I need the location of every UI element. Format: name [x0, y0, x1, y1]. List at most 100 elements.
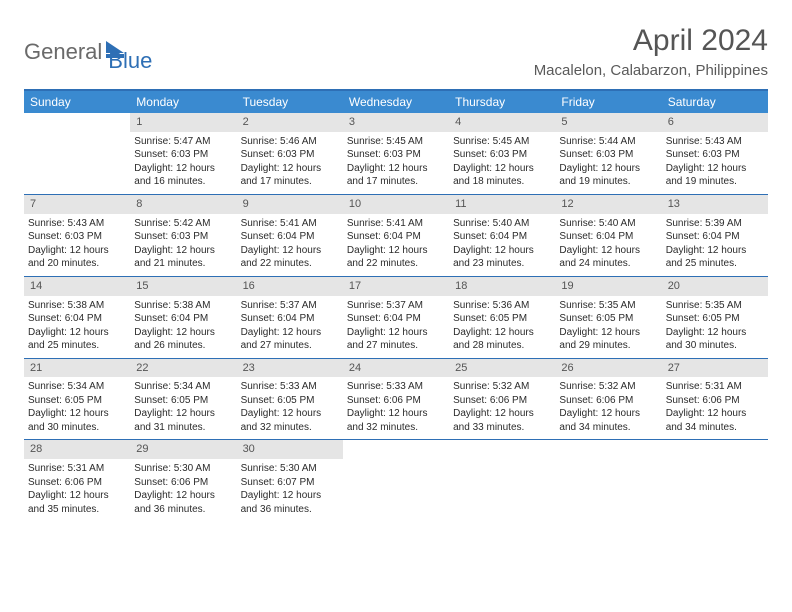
brand-part1: General [24, 39, 102, 65]
day-cell: 29Sunrise: 5:30 AMSunset: 6:06 PMDayligh… [130, 440, 236, 521]
day-number: 10 [343, 195, 449, 214]
daylight-text: Daylight: 12 hours and 28 minutes. [453, 326, 551, 353]
day-number: 3 [343, 113, 449, 132]
daylight-text: Daylight: 12 hours and 18 minutes. [453, 162, 551, 189]
day-body: Sunrise: 5:33 AMSunset: 6:06 PMDaylight:… [343, 377, 449, 439]
daylight-text: Daylight: 12 hours and 26 minutes. [134, 326, 232, 353]
day-body: Sunrise: 5:46 AMSunset: 6:03 PMDaylight:… [237, 132, 343, 194]
day-cell: 15Sunrise: 5:38 AMSunset: 6:04 PMDayligh… [130, 277, 236, 358]
weekday-header: Sunday [24, 91, 130, 113]
week-row: 21Sunrise: 5:34 AMSunset: 6:05 PMDayligh… [24, 359, 768, 441]
day-cell: 20Sunrise: 5:35 AMSunset: 6:05 PMDayligh… [662, 277, 768, 358]
sunrise-text: Sunrise: 5:30 AM [134, 462, 232, 476]
week-row: 1Sunrise: 5:47 AMSunset: 6:03 PMDaylight… [24, 113, 768, 195]
day-body: Sunrise: 5:41 AMSunset: 6:04 PMDaylight:… [237, 214, 343, 276]
daylight-text: Daylight: 12 hours and 21 minutes. [134, 244, 232, 271]
sunrise-text: Sunrise: 5:34 AM [28, 380, 126, 394]
day-body: Sunrise: 5:32 AMSunset: 6:06 PMDaylight:… [449, 377, 555, 439]
day-number: 11 [449, 195, 555, 214]
sunset-text: Sunset: 6:04 PM [241, 230, 339, 244]
day-cell: 27Sunrise: 5:31 AMSunset: 6:06 PMDayligh… [662, 359, 768, 440]
day-number: 17 [343, 277, 449, 296]
day-body: Sunrise: 5:33 AMSunset: 6:05 PMDaylight:… [237, 377, 343, 439]
sunset-text: Sunset: 6:04 PM [28, 312, 126, 326]
weekday-header: Friday [555, 91, 661, 113]
day-body: Sunrise: 5:35 AMSunset: 6:05 PMDaylight:… [555, 296, 661, 358]
day-number: 8 [130, 195, 236, 214]
daylight-text: Daylight: 12 hours and 24 minutes. [559, 244, 657, 271]
sunrise-text: Sunrise: 5:40 AM [453, 217, 551, 231]
daylight-text: Daylight: 12 hours and 19 minutes. [559, 162, 657, 189]
day-cell: 13Sunrise: 5:39 AMSunset: 6:04 PMDayligh… [662, 195, 768, 276]
sunset-text: Sunset: 6:05 PM [241, 394, 339, 408]
calendar: SundayMondayTuesdayWednesdayThursdayFrid… [24, 89, 768, 521]
sunset-text: Sunset: 6:05 PM [28, 394, 126, 408]
day-body: Sunrise: 5:30 AMSunset: 6:06 PMDaylight:… [130, 459, 236, 521]
daylight-text: Daylight: 12 hours and 16 minutes. [134, 162, 232, 189]
sunset-text: Sunset: 6:04 PM [347, 312, 445, 326]
daylight-text: Daylight: 12 hours and 30 minutes. [28, 407, 126, 434]
day-number: 5 [555, 113, 661, 132]
weekday-header: Monday [130, 91, 236, 113]
sunset-text: Sunset: 6:06 PM [347, 394, 445, 408]
sunrise-text: Sunrise: 5:37 AM [347, 299, 445, 313]
day-number: 13 [662, 195, 768, 214]
day-number: 22 [130, 359, 236, 378]
day-cell: 21Sunrise: 5:34 AMSunset: 6:05 PMDayligh… [24, 359, 130, 440]
sunrise-text: Sunrise: 5:41 AM [347, 217, 445, 231]
week-row: 28Sunrise: 5:31 AMSunset: 6:06 PMDayligh… [24, 440, 768, 521]
sunset-text: Sunset: 6:06 PM [28, 476, 126, 490]
sunset-text: Sunset: 6:06 PM [134, 476, 232, 490]
sunrise-text: Sunrise: 5:42 AM [134, 217, 232, 231]
day-body: Sunrise: 5:30 AMSunset: 6:07 PMDaylight:… [237, 459, 343, 521]
sunset-text: Sunset: 6:03 PM [666, 148, 764, 162]
week-row: 7Sunrise: 5:43 AMSunset: 6:03 PMDaylight… [24, 195, 768, 277]
sunrise-text: Sunrise: 5:40 AM [559, 217, 657, 231]
sunrise-text: Sunrise: 5:47 AM [134, 135, 232, 149]
daylight-text: Daylight: 12 hours and 32 minutes. [347, 407, 445, 434]
day-cell: 25Sunrise: 5:32 AMSunset: 6:06 PMDayligh… [449, 359, 555, 440]
day-body: Sunrise: 5:37 AMSunset: 6:04 PMDaylight:… [343, 296, 449, 358]
sunset-text: Sunset: 6:04 PM [559, 230, 657, 244]
day-cell: 14Sunrise: 5:38 AMSunset: 6:04 PMDayligh… [24, 277, 130, 358]
daylight-text: Daylight: 12 hours and 23 minutes. [453, 244, 551, 271]
day-cell: 1Sunrise: 5:47 AMSunset: 6:03 PMDaylight… [130, 113, 236, 194]
day-cell [24, 113, 130, 194]
day-cell [449, 440, 555, 521]
day-body: Sunrise: 5:45 AMSunset: 6:03 PMDaylight:… [343, 132, 449, 194]
day-cell: 4Sunrise: 5:45 AMSunset: 6:03 PMDaylight… [449, 113, 555, 194]
week-row: 14Sunrise: 5:38 AMSunset: 6:04 PMDayligh… [24, 277, 768, 359]
day-body: Sunrise: 5:43 AMSunset: 6:03 PMDaylight:… [24, 214, 130, 276]
sunrise-text: Sunrise: 5:30 AM [241, 462, 339, 476]
sunset-text: Sunset: 6:04 PM [453, 230, 551, 244]
daylight-text: Daylight: 12 hours and 27 minutes. [241, 326, 339, 353]
sunrise-text: Sunrise: 5:37 AM [241, 299, 339, 313]
day-cell: 24Sunrise: 5:33 AMSunset: 6:06 PMDayligh… [343, 359, 449, 440]
sunset-text: Sunset: 6:05 PM [666, 312, 764, 326]
day-body: Sunrise: 5:41 AMSunset: 6:04 PMDaylight:… [343, 214, 449, 276]
sunrise-text: Sunrise: 5:35 AM [666, 299, 764, 313]
daylight-text: Daylight: 12 hours and 17 minutes. [241, 162, 339, 189]
day-cell [343, 440, 449, 521]
weekday-header: Tuesday [237, 91, 343, 113]
daylight-text: Daylight: 12 hours and 22 minutes. [347, 244, 445, 271]
day-body: Sunrise: 5:42 AMSunset: 6:03 PMDaylight:… [130, 214, 236, 276]
sunrise-text: Sunrise: 5:33 AM [241, 380, 339, 394]
sunrise-text: Sunrise: 5:44 AM [559, 135, 657, 149]
daylight-text: Daylight: 12 hours and 36 minutes. [241, 489, 339, 516]
sunrise-text: Sunrise: 5:33 AM [347, 380, 445, 394]
day-body: Sunrise: 5:31 AMSunset: 6:06 PMDaylight:… [662, 377, 768, 439]
sunrise-text: Sunrise: 5:38 AM [28, 299, 126, 313]
sunset-text: Sunset: 6:05 PM [453, 312, 551, 326]
sunset-text: Sunset: 6:06 PM [666, 394, 764, 408]
daylight-text: Daylight: 12 hours and 25 minutes. [28, 326, 126, 353]
sunrise-text: Sunrise: 5:36 AM [453, 299, 551, 313]
day-body: Sunrise: 5:47 AMSunset: 6:03 PMDaylight:… [130, 132, 236, 194]
day-cell: 19Sunrise: 5:35 AMSunset: 6:05 PMDayligh… [555, 277, 661, 358]
day-cell: 8Sunrise: 5:42 AMSunset: 6:03 PMDaylight… [130, 195, 236, 276]
day-cell [662, 440, 768, 521]
weekday-header: Thursday [449, 91, 555, 113]
sunrise-text: Sunrise: 5:32 AM [559, 380, 657, 394]
day-number: 15 [130, 277, 236, 296]
sunset-text: Sunset: 6:03 PM [347, 148, 445, 162]
